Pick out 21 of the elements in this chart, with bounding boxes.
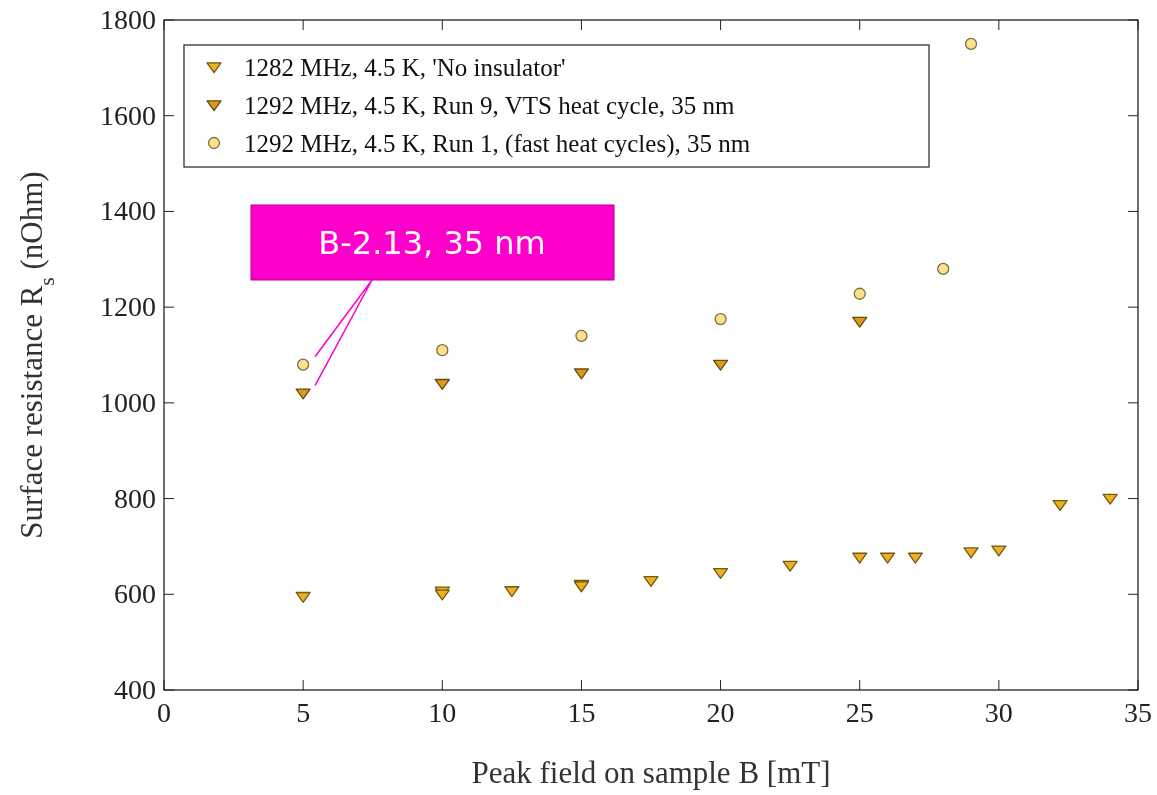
y-tick-label: 400 [114, 674, 156, 705]
legend-label: 1292 MHz, 4.5 K, Run 1, (fast heat cycles), 35 nm [244, 130, 751, 158]
y-tick-label: 1600 [100, 99, 156, 131]
legend-label: 1282 MHz, 4.5 K, 'No insulator' [244, 54, 566, 81]
x-tick-label: 0 [157, 697, 171, 728]
y-tick-label: 800 [114, 482, 156, 514]
y-tick-label: 1800 [100, 4, 156, 35]
y-tick-label: 1000 [100, 386, 156, 418]
x-axis-title: Peak field on sample B [mT] [471, 755, 831, 790]
x-tick-label: 25 [845, 697, 874, 728]
x-tick-label: 30 [984, 697, 1013, 728]
y-tick-label: 1400 [100, 195, 156, 227]
x-tick-label: 20 [706, 697, 735, 728]
x-tick-label: 15 [567, 697, 596, 728]
annotation: B-2.13, 35 nm [318, 224, 546, 262]
x-tick-label: 35 [1124, 697, 1152, 728]
legend-label: 1292 MHz, 4.5 K, Run 9, VTS heat cycle, 35 nm [244, 92, 736, 119]
x-tick-label: 10 [428, 697, 457, 728]
y-tick-label: 600 [114, 578, 156, 610]
x-tick-label: 5 [296, 697, 311, 728]
y-tick-label: 1200 [100, 291, 156, 323]
